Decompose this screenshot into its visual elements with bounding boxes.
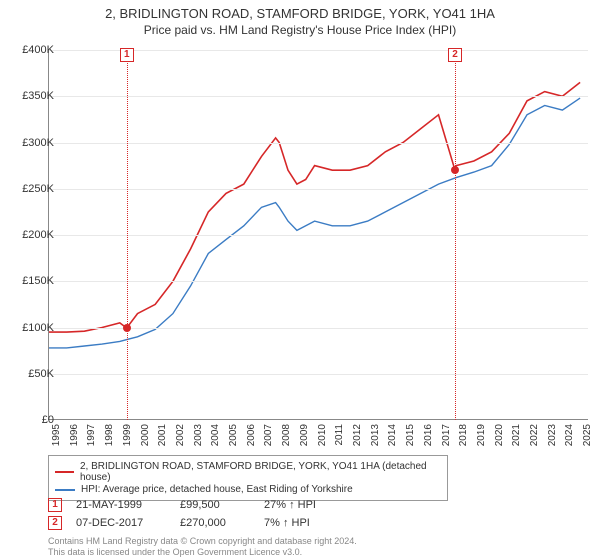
sale-price-2: £270,000 xyxy=(180,517,250,529)
gridline xyxy=(49,374,588,375)
y-tick-label: £100K xyxy=(22,322,54,334)
footer: Contains HM Land Registry data © Crown c… xyxy=(48,536,357,558)
legend-label-property: 2, BRIDLINGTON ROAD, STAMFORD BRIDGE, YO… xyxy=(80,461,441,483)
x-tick-label: 1996 xyxy=(69,424,80,446)
x-tick-label: 2016 xyxy=(423,424,434,446)
legend-item-hpi: HPI: Average price, detached house, East… xyxy=(55,484,441,495)
x-tick-label: 2013 xyxy=(370,424,381,446)
marker-line-2 xyxy=(455,50,456,420)
sale-price-1: £99,500 xyxy=(180,499,250,511)
sale-marker-2: 2 xyxy=(48,516,62,530)
x-tick-label: 2020 xyxy=(494,424,505,446)
x-tick-label: 2024 xyxy=(564,424,575,446)
gridline xyxy=(49,281,588,282)
y-tick-label: £350K xyxy=(22,90,54,102)
x-tick-label: 2004 xyxy=(210,424,221,446)
marker-line-1 xyxy=(127,50,128,420)
chart-container: 2, BRIDLINGTON ROAD, STAMFORD BRIDGE, YO… xyxy=(0,0,600,560)
marker-box-2: 2 xyxy=(448,48,462,62)
x-tick-label: 2025 xyxy=(582,424,593,446)
x-tick-label: 2002 xyxy=(175,424,186,446)
sale-row-2: 2 07-DEC-2017 £270,000 7% ↑ HPI xyxy=(48,516,310,530)
x-tick-label: 2001 xyxy=(157,424,168,446)
legend: 2, BRIDLINGTON ROAD, STAMFORD BRIDGE, YO… xyxy=(48,455,448,501)
sale-delta-1: 27% ↑ HPI xyxy=(264,499,316,511)
x-tick-label: 2015 xyxy=(405,424,416,446)
y-tick-label: £300K xyxy=(22,137,54,149)
footer-line1: Contains HM Land Registry data © Crown c… xyxy=(48,536,357,547)
chart-plot-area: 12 xyxy=(48,50,588,420)
x-tick-label: 1995 xyxy=(51,424,62,446)
y-tick-label: £250K xyxy=(22,183,54,195)
sale-date-1: 21-MAY-1999 xyxy=(76,499,166,511)
x-tick-label: 2008 xyxy=(281,424,292,446)
x-tick-label: 2005 xyxy=(228,424,239,446)
legend-swatch-property xyxy=(55,471,74,473)
legend-swatch-hpi xyxy=(55,489,75,491)
sale-date-2: 07-DEC-2017 xyxy=(76,517,166,529)
legend-item-property: 2, BRIDLINGTON ROAD, STAMFORD BRIDGE, YO… xyxy=(55,461,441,483)
y-tick-label: £50K xyxy=(28,368,54,380)
y-tick-label: £200K xyxy=(22,229,54,241)
x-tick-label: 2017 xyxy=(441,424,452,446)
x-tick-label: 2012 xyxy=(352,424,363,446)
x-tick-label: 2000 xyxy=(140,424,151,446)
x-tick-label: 2011 xyxy=(334,424,345,446)
x-tick-label: 2023 xyxy=(547,424,558,446)
title-line2: Price paid vs. HM Land Registry's House … xyxy=(0,23,600,37)
x-tick-label: 2007 xyxy=(263,424,274,446)
y-tick-label: £150K xyxy=(22,275,54,287)
series-line-hpi xyxy=(49,98,580,348)
x-tick-label: 2003 xyxy=(193,424,204,446)
gridline xyxy=(49,235,588,236)
sale-delta-2: 7% ↑ HPI xyxy=(264,517,310,529)
gridline xyxy=(49,143,588,144)
x-tick-label: 2021 xyxy=(511,424,522,446)
title-line1: 2, BRIDLINGTON ROAD, STAMFORD BRIDGE, YO… xyxy=(0,6,600,21)
x-tick-label: 2006 xyxy=(246,424,257,446)
title-block: 2, BRIDLINGTON ROAD, STAMFORD BRIDGE, YO… xyxy=(0,0,600,37)
legend-label-hpi: HPI: Average price, detached house, East… xyxy=(81,484,353,495)
footer-line2: This data is licensed under the Open Gov… xyxy=(48,547,357,558)
x-tick-label: 1997 xyxy=(86,424,97,446)
x-tick-label: 2010 xyxy=(317,424,328,446)
x-tick-label: 2018 xyxy=(458,424,469,446)
y-tick-label: £400K xyxy=(22,44,54,56)
marker-dot-1 xyxy=(123,324,131,332)
x-tick-label: 2009 xyxy=(299,424,310,446)
gridline xyxy=(49,96,588,97)
x-tick-label: 1999 xyxy=(122,424,133,446)
sale-row-1: 1 21-MAY-1999 £99,500 27% ↑ HPI xyxy=(48,498,316,512)
gridline xyxy=(49,189,588,190)
series-line-property xyxy=(49,82,580,332)
x-tick-label: 1998 xyxy=(104,424,115,446)
marker-box-1: 1 xyxy=(120,48,134,62)
x-tick-label: 2022 xyxy=(529,424,540,446)
sale-marker-1: 1 xyxy=(48,498,62,512)
x-tick-label: 2019 xyxy=(476,424,487,446)
marker-dot-2 xyxy=(451,166,459,174)
x-tick-label: 2014 xyxy=(387,424,398,446)
